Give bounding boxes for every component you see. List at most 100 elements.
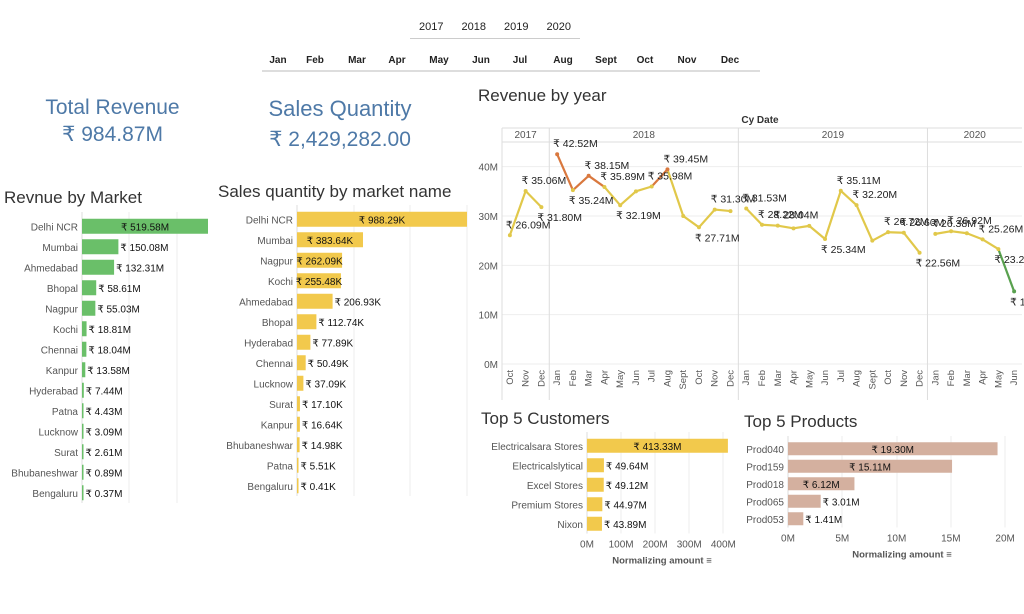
data-label-prod159: ₹ 15.11M xyxy=(849,462,891,473)
line-segment-2017 xyxy=(524,190,543,208)
category-label-delhi-ncr: Delhi NCR xyxy=(31,222,78,233)
month-filter-apr[interactable]: Apr xyxy=(388,54,406,66)
line-point-2020-apr xyxy=(980,237,985,242)
category-label-prod159: Prod159 xyxy=(746,462,784,473)
line-point-2019-aug xyxy=(854,203,859,208)
bar-bhopal xyxy=(297,314,317,330)
line-segment-2019 xyxy=(777,224,794,230)
category-label-ahmedabad: Ahmedabad xyxy=(239,297,293,308)
category-label-premium-stores: Premium Stores xyxy=(511,500,583,511)
data-label-2017-oct: ₹ 26.09M xyxy=(506,219,551,231)
month-tick-2019-feb: Feb xyxy=(757,370,768,386)
x-axis-label: Normalizing amount ≡ xyxy=(612,556,712,567)
x-tick-label: 300M xyxy=(677,540,702,551)
x-tick-label: 400M xyxy=(711,540,736,551)
data-label-2019-jan: ₹ 31.53M xyxy=(742,192,787,204)
year-filter-2020[interactable]: 2020 xyxy=(546,21,571,33)
month-filter-feb[interactable]: Feb xyxy=(306,54,324,66)
sales-quantity-value: ₹ 2,429,282.00 xyxy=(269,128,411,151)
line-segment-2019 xyxy=(793,224,810,230)
month-filter-nov[interactable]: Nov xyxy=(677,54,697,66)
month-tick-2020-feb: Feb xyxy=(946,370,957,386)
line-segment-2018 xyxy=(572,174,590,191)
data-label-prod018: ₹ 6.12M xyxy=(803,480,840,491)
line-point-2019-jul xyxy=(838,188,843,193)
line-point-2018-feb xyxy=(570,188,575,193)
month-tick-2019-jul: Jul xyxy=(836,370,847,382)
x-tick-label: 5M xyxy=(835,534,849,545)
data-label-2018-nov: ₹ 31.30M xyxy=(711,194,756,206)
bar-lucknow xyxy=(297,375,304,391)
line-point-2020-may xyxy=(996,247,1001,252)
month-filter-oct[interactable]: Oct xyxy=(636,54,654,66)
data-label-bhopal: ₹ 112.74K xyxy=(318,318,364,329)
line-segment-2019 xyxy=(745,207,763,226)
y-tick-label: 40M xyxy=(479,163,498,174)
line-point-2017-oct xyxy=(507,233,512,238)
data-label-2018-jan: ₹ 42.52M xyxy=(553,138,598,150)
data-label-2018-feb: ₹ 35.24M xyxy=(569,195,614,207)
data-label-2019-oct: ₹ 26.72M xyxy=(884,216,929,228)
top-customers-title: Top 5 Customers xyxy=(481,409,610,428)
line-segment-2020 xyxy=(997,248,1016,292)
month-tick-2018-nov: Nov xyxy=(710,370,721,387)
category-label-nagpur: Nagpur xyxy=(45,304,78,315)
bar-bhubaneshwar xyxy=(297,437,300,453)
category-label-lucknow: Lucknow xyxy=(254,379,294,390)
month-filter-jul[interactable]: Jul xyxy=(512,54,528,66)
line-point-2019-jun xyxy=(823,236,828,241)
data-label-patna: ₹ 5.51K xyxy=(301,461,337,472)
bar-delhi-ncr xyxy=(82,218,208,234)
month-filter-dec[interactable]: Dec xyxy=(720,54,740,66)
x-tick-label: 100M xyxy=(609,540,634,551)
line-segment-2019 xyxy=(888,231,904,234)
data-label-electricalsara-stores: ₹ 413.33M xyxy=(633,442,681,453)
data-label-mumbai: ₹ 150.08M xyxy=(120,243,168,254)
year-header-2020: 2020 xyxy=(964,130,987,141)
category-label-kanpur: Kanpur xyxy=(46,366,79,377)
month-filter-aug[interactable]: Aug xyxy=(553,54,573,66)
data-label-surat: ₹ 2.61M xyxy=(86,448,123,459)
month-tick-2017-nov: Nov xyxy=(521,370,532,387)
data-label-bhopal: ₹ 58.61M xyxy=(98,284,141,295)
category-label-prod065: Prod065 xyxy=(746,497,784,508)
sales-quantity-title: Sales Quantity xyxy=(268,96,412,121)
line-point-2019-apr xyxy=(791,226,796,231)
revenue-by-market-chart: Delhi NCR ₹ 519.58M Mumbai ₹ 150.08M Ahmedab… xyxy=(11,212,208,503)
line-segment-2019 xyxy=(855,204,874,242)
data-label-2018-oct: ₹ 27.71M xyxy=(695,232,740,244)
month-filter-jun[interactable]: Jun xyxy=(472,54,490,66)
line-segment-2018 xyxy=(588,174,606,188)
bar-lucknow xyxy=(82,423,84,439)
bar-kanpur xyxy=(297,416,300,432)
top-customers-chart: Electricalsara Stores ₹ 413.33M Electrical… xyxy=(491,432,736,567)
data-label-electricalslytical: ₹ 49.64M xyxy=(606,461,649,472)
category-label-mumbai: Mumbai xyxy=(42,243,78,254)
year-filter-2019[interactable]: 2019 xyxy=(504,21,529,33)
category-label-prod053: Prod053 xyxy=(746,515,784,526)
category-label-prod040: Prod040 xyxy=(746,445,784,456)
data-label-bengaluru: ₹ 0.37M xyxy=(86,489,123,500)
month-filter-may[interactable]: May xyxy=(429,54,449,66)
bar-surat xyxy=(82,444,84,460)
line-point-2019-sept xyxy=(870,238,875,243)
bar-patna xyxy=(297,457,299,473)
bar-delhi-ncr xyxy=(297,211,467,227)
bar-hyderabad xyxy=(297,334,311,350)
line-segment-2020 xyxy=(966,232,984,241)
bar-prod053 xyxy=(788,512,804,526)
month-filter-sept[interactable]: Sept xyxy=(595,54,617,66)
month-filter-jan[interactable]: Jan xyxy=(269,54,287,66)
month-tick-2018-mar: Mar xyxy=(584,370,595,386)
data-label-2017-dec: ₹ 31.80M xyxy=(537,212,582,224)
x-tick-label: 200M xyxy=(643,540,668,551)
bar-excel-stores xyxy=(587,477,604,492)
category-label-chennai: Chennai xyxy=(256,359,293,370)
x-tick-label: 15M xyxy=(941,534,960,545)
line-point-2018-may xyxy=(618,203,623,208)
year-filter-2017[interactable]: 2017 xyxy=(419,21,444,33)
category-label-bhopal: Bhopal xyxy=(262,318,293,329)
year-filter-2018[interactable]: 2018 xyxy=(461,21,486,33)
month-filter-mar[interactable]: Mar xyxy=(348,54,366,66)
line-segment-2019 xyxy=(808,225,826,240)
